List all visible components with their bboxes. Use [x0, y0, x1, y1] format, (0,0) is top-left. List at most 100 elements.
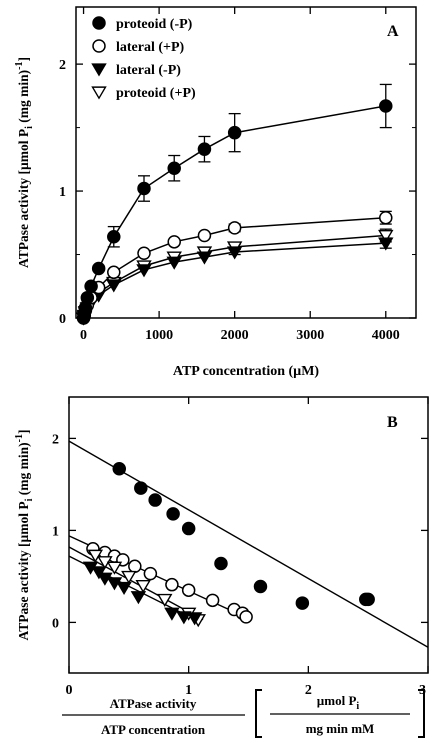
panel-b-x-tick-label: 1	[185, 683, 192, 698]
panel-b-y-label-end: ]	[16, 430, 31, 435]
panel-b-data-point	[157, 593, 173, 607]
panel-b-data-point	[361, 592, 375, 607]
panel-a-x-axis-label: ATP concentration (µM)	[173, 364, 320, 379]
panel-a-plot-frame	[75, 6, 417, 319]
panel-a-legend: proteoid (-P) lateral (+P) lateral (-P) pro…	[91, 16, 196, 101]
panel-a-data-point	[167, 161, 181, 175]
panel-a-x-tick-label: 0	[80, 328, 87, 343]
panel-a-data-point	[227, 221, 242, 235]
panel-b-data-point	[186, 612, 203, 626]
panel-a-x-tick-label: 1000	[145, 328, 173, 343]
panel-a: 0 1000 2000 3000 4000 0 1 2 proteoid (-P) latera…	[14, 6, 417, 379]
panel-a-legend-label: proteoid (+P)	[116, 86, 196, 101]
panel-b-x-label-denominator: ATP concentration	[101, 722, 206, 737]
panel-b-y-label-sup: -1	[14, 434, 25, 442]
panel-b-y-label-main: ATPase activity [µmol P	[16, 501, 31, 640]
panel-a-legend-label: lateral (-P)	[116, 63, 181, 78]
panel-b-data-point	[181, 521, 196, 536]
panel-a-data-point	[227, 125, 242, 140]
panel-a-data-point	[378, 237, 394, 251]
panel-a-legend-label: lateral (+P)	[116, 40, 185, 55]
panel-a-data-point	[379, 210, 393, 225]
panel-a-y-tick-label: 0	[59, 312, 66, 327]
panel-b-data-point	[165, 577, 179, 592]
panel-a-legend-marker	[92, 16, 106, 30]
panel-b-data-point	[164, 607, 180, 621]
panel-a-data-point	[378, 229, 394, 244]
panel-a-x-tick-label: 3000	[296, 328, 324, 343]
panel-b-data-point	[112, 462, 127, 476]
panel-a-data-point	[167, 235, 181, 249]
panel-b-data-point	[116, 581, 132, 595]
panel-b-data-point	[176, 611, 192, 625]
panel-b-data-point	[128, 559, 142, 574]
panel-b-data-point	[91, 566, 107, 580]
panel-a-y-axis-label: ATPase activity [µmol Pi (mg min)-1]	[14, 57, 35, 268]
panel-b-x-unit-numerator: µmol Pi	[317, 693, 360, 712]
panel-a-data-point	[226, 246, 243, 260]
panel-b-data-point	[181, 583, 196, 597]
panel-a-y-tick-label: 2	[59, 58, 66, 73]
panel-a-ticks: 0 1000 2000 3000 4000 0 1 2	[59, 7, 416, 343]
panel-a-legend-marker	[92, 39, 106, 53]
panel-a-data-point	[107, 230, 121, 244]
panel-b-unit-bracket-right	[418, 689, 425, 738]
panel-a-data-point	[136, 264, 152, 278]
panel-a-label: A	[387, 23, 399, 40]
panel-a-data-point	[106, 279, 122, 293]
panel-a-error-bars	[107, 83, 392, 256]
panel-b-data-point	[130, 591, 147, 605]
panel-a-data-point	[196, 251, 213, 265]
panel-b-y-axis-label: ATPase activity [µmol Pi (mg min)-1]	[14, 430, 35, 641]
panel-a-data-point	[84, 279, 98, 294]
panel-b-regression-line-0	[68, 440, 429, 648]
panel-a-data-point	[107, 265, 121, 280]
panel-a-data-point	[137, 246, 151, 261]
panel-a-x-tick-label: 2000	[221, 328, 249, 343]
panel-b-y-tick-label: 0	[52, 616, 59, 631]
panel-b-x-unit-sub: i	[356, 701, 359, 712]
panel-a-data-point	[91, 261, 106, 276]
panel-a-data-point	[197, 142, 212, 156]
panel-a-y-label-end: ]	[16, 57, 31, 62]
panel-b-unit-bracket-left	[255, 689, 262, 738]
panel-a-y-tick-label: 1	[59, 185, 66, 200]
panel-b-y-label-sub: i	[24, 498, 35, 501]
panel-b-data-point	[143, 566, 158, 581]
panel-b-x-tick-label: 2	[305, 683, 312, 698]
panel-a-y-label-tail: (mg min)	[16, 70, 31, 126]
panel-b-data-point	[253, 579, 268, 594]
panel-b-x-unit-denominator: mg min mM	[306, 721, 375, 736]
panel-b-x-tick-label: 0	[66, 683, 73, 698]
panel-b-x-unit-main: µmol P	[317, 693, 357, 708]
panel-b-data-point	[134, 481, 148, 495]
panel-a-legend-marker	[91, 86, 107, 100]
panel-b-x-label-numerator: ATPase activity	[110, 696, 197, 711]
panel-a-markers	[75, 99, 394, 326]
panel-b-data-point	[205, 593, 220, 608]
panel-b-plot-frame	[68, 396, 429, 674]
panel-b-data-point	[87, 549, 104, 563]
panel-b-data-point	[135, 580, 151, 594]
panel-b-data-point	[166, 507, 180, 521]
panel-a-legend-label: proteoid (-P)	[116, 17, 193, 32]
panel-b-data-point	[121, 570, 137, 584]
panel-b-data-point	[106, 561, 123, 575]
panel-a-x-tick-label: 4000	[372, 328, 400, 343]
panel-a-data-point	[166, 256, 182, 270]
panel-b-regression-line-2	[68, 546, 204, 621]
panel-b-y-tick-label: 1	[52, 524, 59, 539]
panel-a-y-label-sup: -1	[14, 62, 25, 70]
panel-a-legend-marker	[91, 63, 107, 77]
panel-a-y-label-sub: i	[24, 126, 35, 129]
panel-a-data-point	[137, 181, 151, 196]
panel-b-data-point	[295, 596, 310, 610]
panel-a-y-label-main: ATPase activity [µmol P	[16, 129, 31, 268]
panel-b-data-point	[214, 556, 228, 571]
panel-b-data-point	[239, 610, 253, 624]
panel-a-data-point	[379, 99, 393, 113]
panel-b-markers	[82, 462, 375, 628]
